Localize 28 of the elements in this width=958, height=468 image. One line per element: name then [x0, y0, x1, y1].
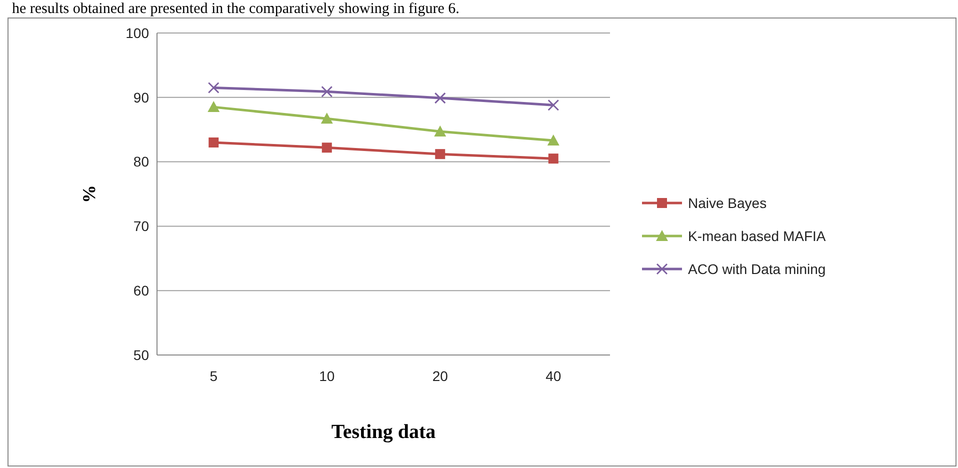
- legend-label: K-mean based MAFIA: [688, 228, 826, 244]
- x-tick-label: 40: [546, 368, 562, 384]
- x-tick-label: 10: [319, 368, 335, 384]
- point: [208, 82, 220, 94]
- point: [320, 112, 333, 124]
- point: [321, 86, 333, 98]
- y-tick-label: 50: [133, 346, 150, 363]
- y-tick-label: 70: [133, 218, 150, 234]
- point: [434, 92, 446, 104]
- y-tick-label: 100: [126, 24, 150, 41]
- point: [548, 99, 560, 111]
- point: [435, 149, 446, 160]
- point: [548, 154, 558, 164]
- legend-label: ACO with Data mining: [688, 260, 826, 277]
- y-axis-title: %: [79, 185, 99, 203]
- point: [547, 134, 560, 146]
- point: [208, 101, 220, 112]
- legend-label: Naive Bayes: [688, 194, 767, 211]
- x-tick-label: 5: [210, 368, 218, 384]
- y-tick-label: 60: [133, 282, 150, 298]
- y-tick-label: 90: [133, 89, 150, 106]
- y-tick-label: 80: [133, 154, 150, 170]
- point: [322, 142, 332, 153]
- x-axis-title: Testing data: [331, 421, 436, 443]
- x-tick-label: 20: [432, 368, 448, 384]
- point: [208, 137, 219, 148]
- point: [434, 126, 446, 137]
- text: he results obtained are presented in the comparatively showing in figure 6.: [12, 1, 460, 17]
